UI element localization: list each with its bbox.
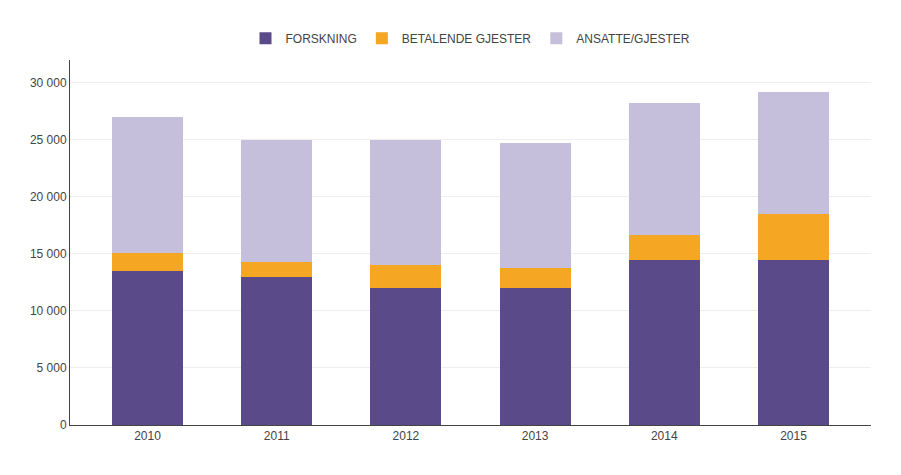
svg-text:25 000: 25 000 bbox=[30, 133, 67, 147]
svg-text:30 000: 30 000 bbox=[30, 76, 67, 90]
svg-text:FORSKNING: FORSKNING bbox=[286, 32, 357, 46]
svg-text:2010: 2010 bbox=[134, 429, 161, 443]
svg-text:2012: 2012 bbox=[393, 429, 420, 443]
svg-text:0: 0 bbox=[60, 418, 67, 432]
svg-text:2013: 2013 bbox=[522, 429, 549, 443]
svg-text:BETALENDE GJESTER: BETALENDE GJESTER bbox=[402, 32, 531, 46]
svg-text:2014: 2014 bbox=[651, 429, 678, 443]
svg-text:2011: 2011 bbox=[264, 429, 290, 443]
svg-text:ANSATTE/GJESTER: ANSATTE/GJESTER bbox=[576, 32, 689, 46]
svg-text:5 000: 5 000 bbox=[37, 361, 67, 375]
svg-text:10 000: 10 000 bbox=[30, 304, 67, 318]
svg-text:2015: 2015 bbox=[780, 429, 807, 443]
svg-text:15 000: 15 000 bbox=[30, 247, 67, 261]
svg-text:20 000: 20 000 bbox=[30, 190, 67, 204]
